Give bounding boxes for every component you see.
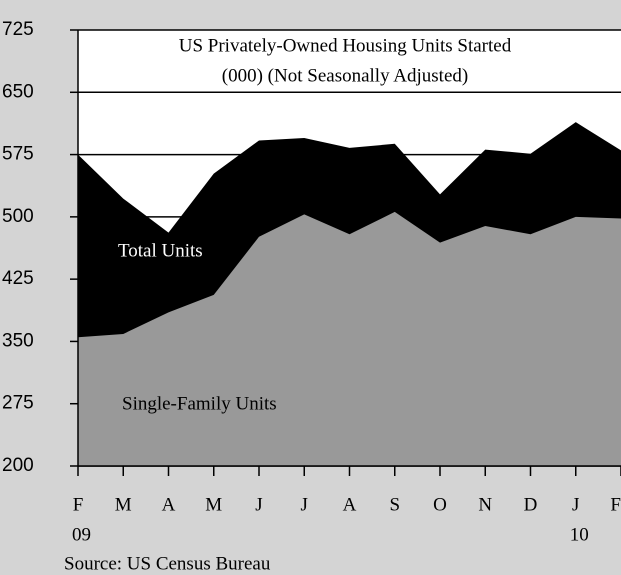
x-tick-label: F <box>610 494 621 515</box>
y-tick-label: 575 <box>2 144 34 165</box>
areas <box>78 122 621 466</box>
x-tick-label: S <box>389 494 400 515</box>
x-tick-label: O <box>433 494 447 515</box>
x-tick-label: F <box>73 494 84 515</box>
source: Source: US Census Bureau <box>64 553 271 574</box>
y-tick-label: 725 <box>2 19 34 40</box>
y-tick-label: 425 <box>2 268 34 289</box>
x-tick-label: D <box>524 494 538 515</box>
x-tick-label: J <box>255 494 262 515</box>
chart-title: US Privately-Owned Housing Units Started <box>179 35 512 56</box>
x-tick-label: A <box>162 494 176 515</box>
y-tick-label: 200 <box>2 455 34 476</box>
x-tick-label: A <box>343 494 357 515</box>
y-tick-label: 500 <box>2 206 34 227</box>
y-tick-label: 650 <box>2 81 34 102</box>
x-tick-label: M <box>115 494 132 515</box>
axes: 200 275 350 425 500 575 650 725 F 09 M A M J J A S O N D J 10… <box>2 19 621 545</box>
area <box>78 211 621 466</box>
y-tick-label: 350 <box>2 330 34 351</box>
year-label: 10 <box>570 524 589 545</box>
x-tick-label: N <box>478 494 492 515</box>
x-tick-label: M <box>205 494 222 515</box>
y-tick-label: 275 <box>2 393 34 414</box>
chart-title: (000) (Not Seasonally Adjusted) <box>222 65 468 86</box>
x-tick-label: J <box>572 494 579 515</box>
series-label: Single-Family Units <box>122 393 277 414</box>
series-label: Total Units <box>118 240 203 261</box>
year-label: 09 <box>72 524 91 545</box>
x-tick-label: J <box>301 494 308 515</box>
